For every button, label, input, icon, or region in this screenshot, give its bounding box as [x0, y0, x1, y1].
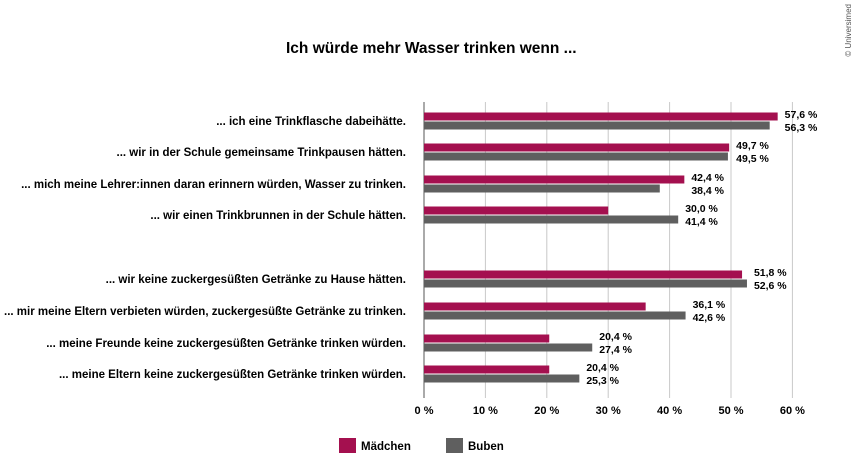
data-label: 20,4 %	[599, 331, 632, 343]
bars	[424, 112, 778, 383]
bar-maedchen	[424, 112, 778, 121]
category-label: ... ich eine Trinkflasche dabeihätte.	[216, 116, 406, 128]
category-label: ... wir in der Schule gemeinsame Trinkpa…	[117, 147, 407, 159]
bar-maedchen	[424, 175, 685, 184]
bar-maedchen	[424, 302, 646, 311]
bar-buben	[424, 279, 747, 288]
category-label: ... wir keine zuckergesüßten Getränke zu…	[106, 274, 406, 286]
legend-swatch	[446, 438, 463, 453]
data-label: 52,6 %	[754, 280, 787, 292]
category-label: ... wir einen Trinkbrunnen in der Schule…	[150, 210, 406, 222]
data-label: 20,4 %	[586, 362, 619, 374]
bar-maedchen	[424, 334, 550, 343]
data-label: 27,4 %	[599, 344, 632, 356]
data-label: 36,1 %	[693, 299, 726, 311]
bar-buben	[424, 121, 770, 130]
bar-maedchen	[424, 270, 743, 279]
x-tick-label: 30 %	[596, 405, 621, 417]
legend-swatch	[339, 438, 356, 453]
x-tick-label: 0 %	[415, 405, 434, 417]
bar-maedchen	[424, 206, 609, 215]
category-label: ... meine Eltern keine zuckergesüßten Ge…	[59, 369, 406, 381]
bar-buben	[424, 152, 728, 161]
bar-maedchen	[424, 365, 550, 374]
legend-label: Mädchen	[361, 441, 411, 453]
x-axis: 0 % 10 % 20 % 30 % 40 % 50 % 60 %	[415, 405, 806, 417]
legend: Mädchen Buben	[339, 438, 504, 453]
chart-title: Ich würde mehr Wasser trinken wenn ...	[286, 40, 577, 57]
bar-buben	[424, 311, 686, 320]
x-tick-label: 50 %	[718, 405, 743, 417]
bar-buben	[424, 184, 660, 193]
data-label: 49,7 %	[736, 140, 769, 152]
category-label: ... meine Freunde keine zuckergesüßten G…	[46, 338, 406, 350]
data-label: 51,8 %	[754, 267, 787, 279]
data-label: 42,6 %	[693, 312, 726, 324]
bar-maedchen	[424, 143, 730, 152]
category-label: ... mir meine Eltern verbieten würden, z…	[4, 306, 406, 318]
data-label: 38,4 %	[691, 185, 724, 197]
data-label: 42,4 %	[691, 172, 724, 184]
legend-label: Buben	[468, 441, 504, 453]
data-label: 30,0 %	[685, 203, 718, 215]
bar-buben	[424, 343, 593, 352]
data-label: 57,6 %	[785, 109, 818, 121]
x-tick-label: 60 %	[780, 405, 805, 417]
copyright-note: © Universimed	[844, 4, 853, 57]
x-tick-label: 40 %	[657, 405, 682, 417]
labels: ... ich eine Trinkflasche dabeihätte. 57,…	[4, 109, 818, 387]
data-label: 25,3 %	[586, 375, 619, 387]
data-label: 56,3 %	[785, 122, 818, 134]
x-tick-label: 10 %	[473, 405, 498, 417]
bar-buben	[424, 374, 580, 383]
data-label: 49,5 %	[736, 153, 769, 165]
bar-buben	[424, 215, 679, 224]
data-label: 41,4 %	[685, 216, 718, 228]
x-tick-label: 20 %	[534, 405, 559, 417]
category-label: ... mich meine Lehrer:innen daran erinne…	[21, 179, 406, 191]
